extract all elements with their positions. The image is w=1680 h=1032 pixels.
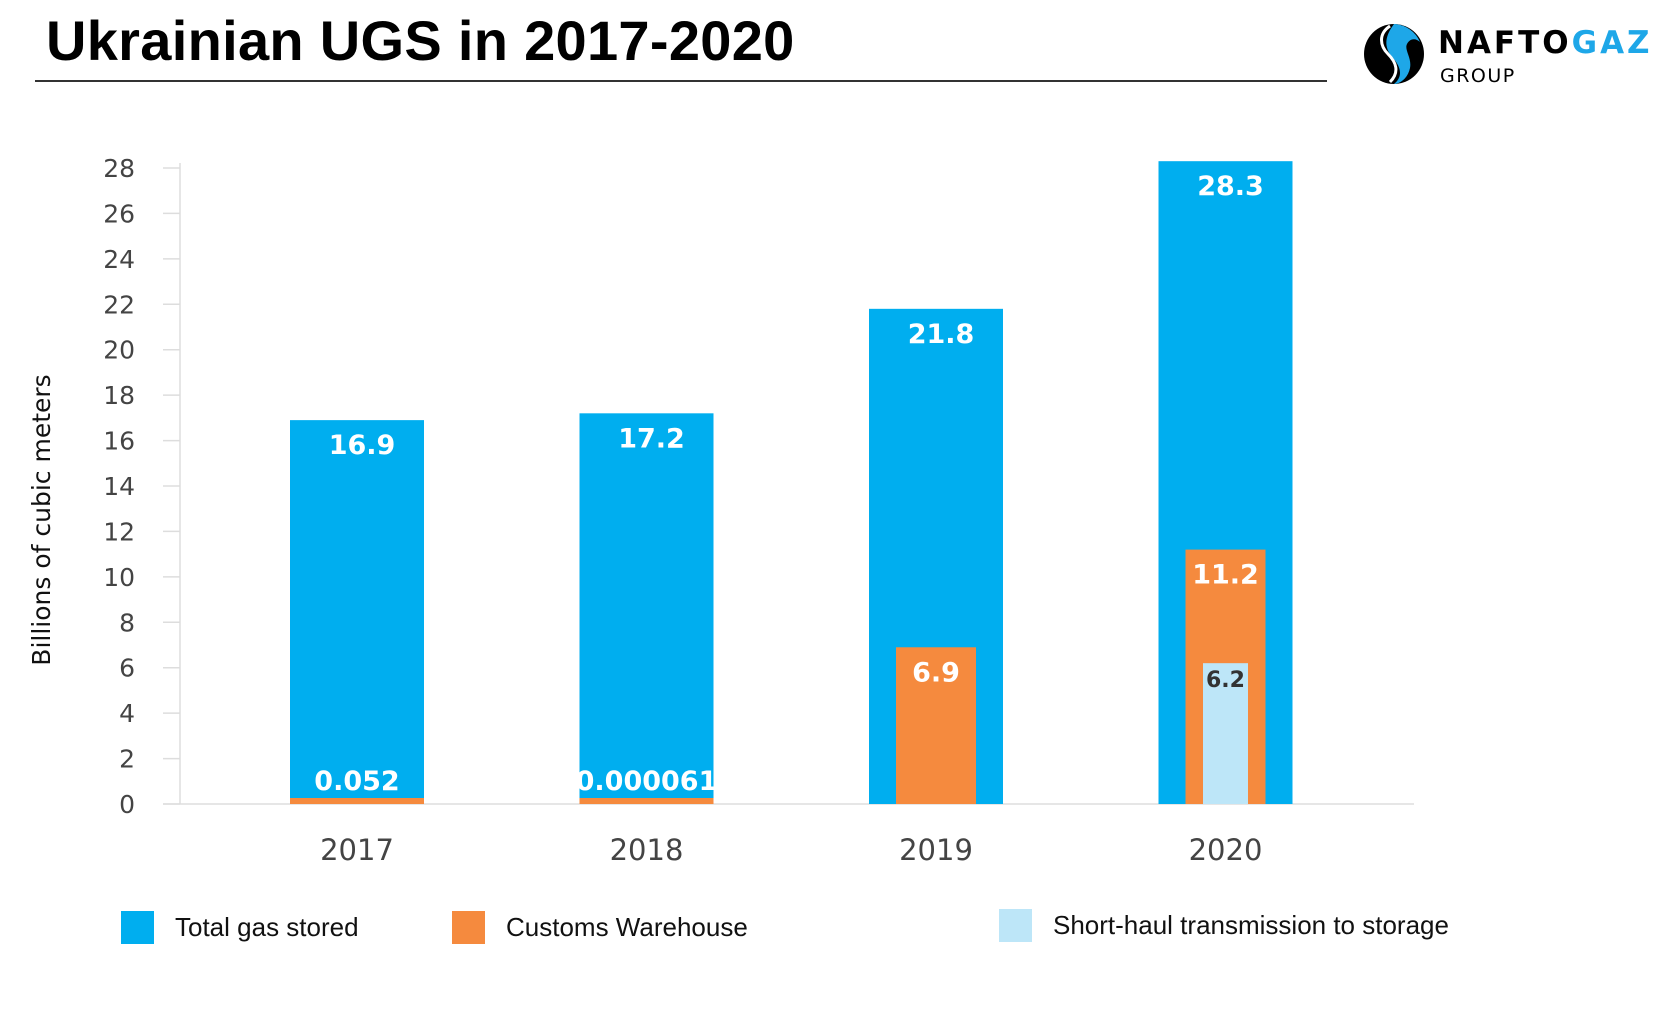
title-divider xyxy=(35,80,1327,82)
data-label: 28.3 xyxy=(1197,171,1264,202)
naftogaz-logo: NAFTOGAZ GROUP xyxy=(1360,18,1670,88)
legend-label: Customs Warehouse xyxy=(506,912,748,942)
y-tick-label: 0 xyxy=(119,790,135,819)
data-label: 16.9 xyxy=(329,430,396,461)
bar-customs-warehouse-2018 xyxy=(579,798,714,804)
y-tick-label: 16 xyxy=(103,427,135,456)
y-axis-label: Billions of cubic meters xyxy=(27,374,56,665)
y-tick-label: 6 xyxy=(119,654,135,683)
bar-customs-warehouse-2017 xyxy=(290,798,424,804)
legend-swatch-total xyxy=(121,911,154,944)
bar-short-haul-transmission-to-storage-2020 xyxy=(1203,663,1248,804)
legend-swatch-customs xyxy=(452,911,485,944)
naftogaz-swirl-logo-icon: NAFTOGAZ GROUP xyxy=(1364,24,1653,87)
legend-label: Short-haul transmission to storage xyxy=(1053,910,1449,940)
svg-text:NAFTOGAZ: NAFTOGAZ xyxy=(1438,25,1653,61)
legend-item-total: Total gas stored xyxy=(121,911,359,944)
svg-text:GROUP: GROUP xyxy=(1440,65,1516,87)
legend-item-customs: Customs Warehouse xyxy=(452,911,748,944)
data-label: 6.9 xyxy=(912,657,960,688)
y-tick-label: 14 xyxy=(103,472,135,501)
legend-swatch-short-haul xyxy=(999,909,1032,942)
y-tick-label: 22 xyxy=(103,290,135,319)
bar-total-gas-stored-2017 xyxy=(290,420,424,804)
data-label: 6.2 xyxy=(1206,668,1245,693)
data-label: 11.2 xyxy=(1192,560,1259,591)
y-tick-label: 8 xyxy=(119,608,135,637)
y-tick-label: 26 xyxy=(103,199,135,228)
y-tick-label: 2 xyxy=(119,745,135,774)
y-tick-label: 10 xyxy=(103,563,135,592)
y-tick-label: 18 xyxy=(103,381,135,410)
y-tick-label: 20 xyxy=(103,336,135,365)
data-label: 17.2 xyxy=(618,423,685,454)
x-tick-label: 2018 xyxy=(610,833,684,867)
bar-total-gas-stored-2018 xyxy=(579,413,714,804)
y-tick-label: 28 xyxy=(103,154,135,183)
y-tick-label: 4 xyxy=(119,699,135,728)
x-tick-label: 2020 xyxy=(1189,833,1263,867)
x-tick-label: 2019 xyxy=(899,833,973,867)
data-label: 21.8 xyxy=(908,319,975,350)
x-tick-label: 2017 xyxy=(320,833,394,867)
page-title: Ukrainian UGS in 2017-2020 xyxy=(46,9,795,72)
y-tick-label: 12 xyxy=(103,517,135,546)
legend-label: Total gas stored xyxy=(175,912,359,942)
legend-item-short-haul: Short-haul transmission to storage xyxy=(999,909,1449,942)
data-label: 0.052 xyxy=(314,766,399,797)
y-tick-label: 24 xyxy=(103,245,135,274)
bar-customs-warehouse-2019 xyxy=(896,647,976,804)
data-label: 0.000061 xyxy=(576,766,718,797)
